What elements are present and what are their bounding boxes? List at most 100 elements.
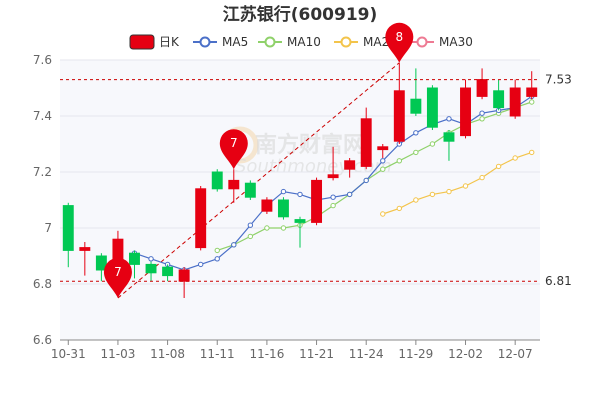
- candle-body: [261, 199, 273, 212]
- candle-body: [360, 118, 372, 167]
- candle-body: [145, 263, 157, 274]
- ma20-line: [382, 151, 532, 215]
- ma10-point: [429, 141, 436, 147]
- y-tick-label: 6.6: [33, 333, 52, 347]
- candle-body: [344, 160, 356, 170]
- x-tick-label: 11-03: [100, 347, 135, 361]
- ma5-point: [214, 256, 220, 262]
- candle-body: [79, 247, 91, 251]
- ma20-point: [429, 191, 436, 198]
- ma20-point: [413, 197, 419, 203]
- trend-line: [117, 62, 400, 299]
- legend-item[interactable]: MA10: [258, 35, 321, 49]
- candle-body: [277, 199, 289, 218]
- candle-body: [476, 79, 488, 97]
- ma5-point: [413, 130, 419, 136]
- ma10-point: [280, 225, 287, 231]
- candle-body: [95, 255, 107, 271]
- axes: 6.6 6.8 7 7.2 7.4 7.6 10-31 11-03 11-08 11-11 11-1…: [33, 53, 540, 361]
- annotation-pin-label: 7: [230, 136, 238, 150]
- legend-label: MA10: [287, 35, 321, 49]
- legend-item[interactable]: 日K: [129, 34, 180, 50]
- candle-body: [311, 179, 323, 223]
- legend-swatch-marker: [199, 36, 211, 48]
- candle-body: [162, 266, 174, 277]
- candle-body: [526, 87, 538, 97]
- annotation-pin: 7: [103, 257, 132, 298]
- ma5-point: [363, 177, 369, 184]
- candle-body: [62, 205, 74, 251]
- ma10-point: [413, 149, 419, 156]
- legend-label: MA30: [439, 35, 473, 49]
- legend-swatch-marker: [264, 36, 276, 48]
- x-tick-label: 11-16: [249, 347, 284, 361]
- ma10-point: [479, 116, 485, 122]
- legend-label: MA5: [222, 35, 248, 49]
- annotation-pin-label: 8: [395, 30, 403, 44]
- ma5-point: [380, 158, 386, 164]
- ma10-line: [217, 101, 532, 251]
- plot-background: [60, 60, 540, 340]
- legend-swatch-candle: [129, 34, 155, 50]
- plot-area: [60, 60, 540, 340]
- x-tick-label: 11-21: [299, 347, 334, 361]
- candle-body: [393, 90, 405, 142]
- candle-body: [509, 87, 521, 117]
- candle-body: [211, 171, 223, 190]
- x-tick-label: 10-31: [51, 347, 86, 361]
- candle-body: [443, 132, 455, 142]
- candle-body: [228, 179, 240, 190]
- reference-label: 7.53: [545, 73, 572, 87]
- ma5-point: [446, 116, 452, 122]
- legend-swatch-marker: [340, 36, 352, 48]
- y-tick-label: 7.6: [33, 53, 52, 67]
- legend-item[interactable]: MA5: [193, 35, 248, 49]
- ma10-point: [214, 247, 220, 254]
- trend-line: [117, 62, 400, 299]
- candle-body: [493, 90, 505, 109]
- legend-label: 日K: [159, 35, 180, 49]
- ma10-point: [529, 99, 535, 105]
- candle-body: [410, 98, 422, 114]
- ma20-point: [512, 155, 518, 161]
- y-tick-label: 7.4: [33, 109, 52, 123]
- ma10-point: [330, 202, 336, 209]
- candle-body: [426, 87, 438, 128]
- x-tick-label: 11-08: [150, 347, 185, 361]
- ma10-point: [380, 166, 386, 172]
- x-tick-label: 12-07: [498, 347, 533, 361]
- x-tick-label: 11-11: [200, 347, 235, 361]
- ma5-point: [297, 191, 303, 198]
- y-tick-label: 6.8: [33, 277, 52, 291]
- ma5-point: [280, 188, 287, 195]
- watermark-text: 南方财富网: [255, 132, 365, 158]
- ma5-point: [148, 256, 154, 262]
- ma10-point: [264, 225, 270, 231]
- reference-lines: 7.53 6.81: [60, 73, 572, 288]
- candle-body: [195, 188, 207, 249]
- annotation-pin-shape: [103, 257, 132, 298]
- candle-body: [294, 219, 306, 223]
- annotation-pin-label: 7: [114, 265, 122, 279]
- candle-body: [244, 182, 256, 198]
- ma20-point: [396, 205, 403, 212]
- candle-body: [178, 269, 190, 282]
- candle-body: [460, 87, 471, 137]
- candle-body: [129, 252, 140, 265]
- chart-title: 江苏银行(600919): [223, 4, 378, 25]
- ma20-point: [462, 183, 469, 189]
- ma20-point: [479, 174, 485, 181]
- annotation-pin: 8: [385, 22, 414, 63]
- ma20-point: [495, 163, 502, 170]
- ma5-point: [479, 110, 485, 116]
- x-tick-label: 12-02: [448, 347, 483, 361]
- legend-item[interactable]: MA30: [410, 35, 473, 49]
- legend[interactable]: 日K MA5 MA10 MA20 MA30: [129, 34, 473, 50]
- ma10-point: [396, 158, 403, 164]
- candle-body: [327, 174, 339, 179]
- annotation-pin-shape: [219, 129, 248, 170]
- annotation-pin: 7: [219, 129, 248, 170]
- annotation-pins: 7 7 8: [103, 22, 414, 298]
